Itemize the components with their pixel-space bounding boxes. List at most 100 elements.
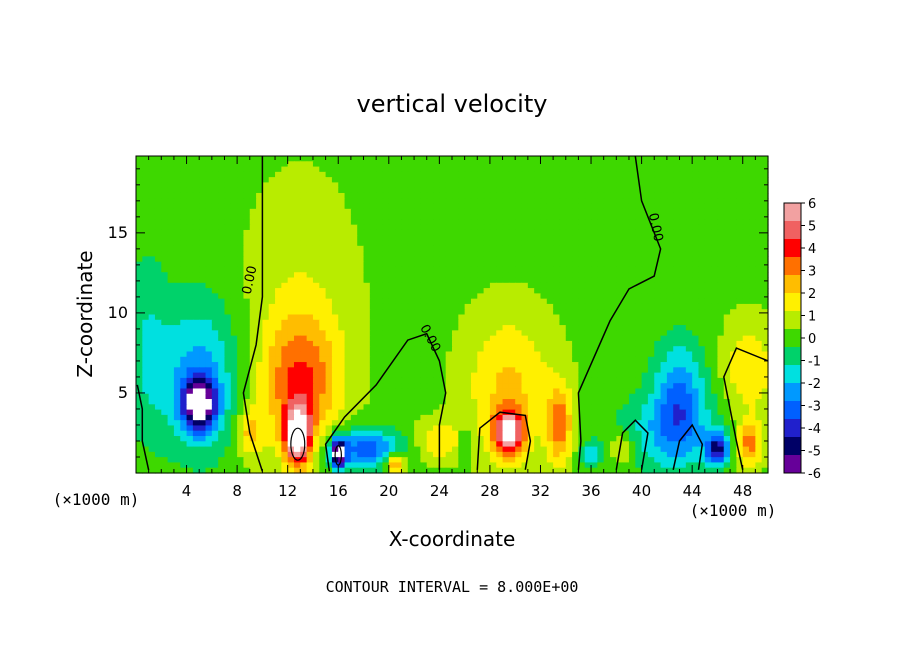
heatmap-cell [161,298,169,305]
heatmap-cell [635,198,643,205]
heatmap-cell [572,240,579,247]
heatmap-cell [452,208,459,215]
heatmap-cell [515,309,523,316]
heatmap-cell [534,229,542,236]
heatmap-cell [433,192,440,199]
heatmap-cell [591,182,598,189]
heatmap-cell [755,372,763,379]
heatmap-cell [698,414,706,421]
heatmap-cell [496,214,504,220]
heatmap-cell [281,346,289,353]
heatmap-cell [331,383,339,390]
heatmap-cell [211,261,219,268]
heatmap-cell [395,340,403,347]
heatmap-cell [540,266,548,273]
heatmap-cell [414,404,421,411]
heatmap-cell [439,414,447,421]
heatmap-cell [211,224,219,231]
heatmap-cell [281,256,289,263]
heatmap-cell [477,388,485,395]
heatmap-cell [666,261,674,268]
heatmap-cell [704,182,712,189]
heatmap-cell [319,330,327,337]
heatmap-cell [281,219,289,226]
heatmap-cell [414,393,421,400]
heatmap-cell [685,404,693,411]
heatmap-cell [654,351,662,358]
heatmap-cell [136,340,143,347]
heatmap-cell [723,192,731,199]
heatmap-cell [433,272,440,279]
heatmap-cell [711,198,719,205]
heatmap-cell [470,192,478,199]
heatmap-cell [711,277,719,284]
heatmap-cell [711,356,719,363]
heatmap-cell [192,219,200,226]
heatmap-cell [262,367,270,374]
heatmap-cell [192,325,200,331]
heatmap-cell [388,219,396,226]
heatmap-cell [420,383,428,390]
heatmap-cell [711,372,719,379]
heatmap-cell [527,224,535,231]
heatmap-cell [325,330,333,337]
heatmap-cell [325,208,333,215]
heatmap-cell [243,277,251,284]
heatmap-cell [679,235,687,242]
heatmap-cell [647,214,655,220]
heatmap-cell [452,182,459,189]
heatmap-cell [660,388,668,395]
heatmap-cell [502,288,510,294]
heatmap-cell [357,161,365,168]
heatmap-cell [319,208,327,215]
heatmap-cell [679,219,687,226]
heatmap-cell [527,356,535,363]
heatmap-cell [287,251,295,257]
heatmap-cell [761,288,769,294]
heatmap-cell [445,156,453,162]
heatmap-cell [167,224,175,231]
heatmap-cell [407,367,415,374]
heatmap-cell [597,399,605,405]
heatmap-cell [256,240,263,247]
heatmap-cell [477,293,485,300]
heatmap-cell [395,314,403,321]
heatmap-cell [673,203,681,210]
heatmap-cell [369,372,377,379]
heatmap-cell [161,240,169,247]
heatmap-cell [357,272,365,279]
heatmap-cell [306,293,314,300]
heatmap-cell [483,325,491,331]
heatmap-cell [704,261,712,268]
heatmap-cell [616,224,624,231]
heatmap-cell [281,414,289,421]
heatmap-cell [167,409,175,416]
heatmap-cell [230,377,238,384]
heatmap-cell [338,319,346,326]
heatmap-cell [426,187,434,194]
heatmap-cell [755,319,763,326]
heatmap-cell [445,388,453,395]
heatmap-cell [496,156,504,162]
heatmap-cell [167,372,175,379]
heatmap-cell [388,282,396,289]
heatmap-cell [230,240,238,247]
heatmap-cell [496,208,504,215]
heatmap-cell [591,272,598,279]
heatmap-cell [470,309,478,316]
heatmap-cell [546,235,554,242]
heatmap-cell [660,314,668,321]
heatmap-cell [312,309,320,316]
heatmap-cell [224,356,232,363]
heatmap-cell [565,272,573,279]
heatmap-cell [692,235,700,242]
heatmap-cell [224,282,232,289]
heatmap-cell [591,198,598,205]
heatmap-cell [167,156,175,162]
heatmap-cell [350,256,358,263]
heatmap-cell [237,224,245,231]
heatmap-cell [388,240,396,247]
heatmap-cell [294,314,301,321]
heatmap-cell [736,351,744,358]
heatmap-cell [445,309,453,316]
